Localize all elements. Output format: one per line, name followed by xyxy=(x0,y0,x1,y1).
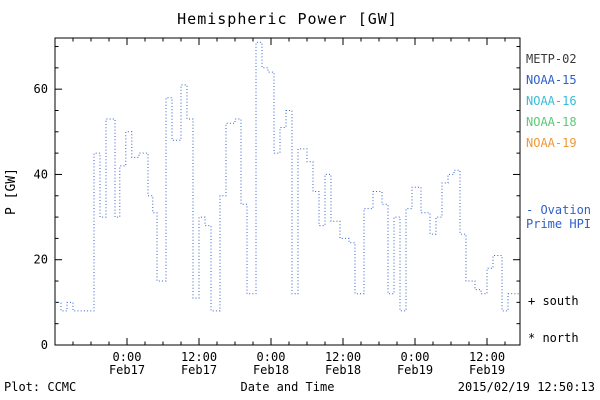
x-tick-date: Feb18 xyxy=(325,363,361,377)
y-tick-label: 0 xyxy=(41,338,48,352)
y-tick-label: 20 xyxy=(34,253,48,267)
x-tick-date: Feb17 xyxy=(109,363,145,377)
x-axis-label: Date and Time xyxy=(240,380,335,394)
x-tick-time: 0:00 xyxy=(257,350,286,364)
x-tick-date: Feb19 xyxy=(397,363,433,377)
timestamp: 2015/02/19 12:50:13 xyxy=(457,380,595,394)
plot-credit: Plot: CCMC xyxy=(4,380,77,394)
x-tick-date: Feb19 xyxy=(469,363,505,377)
satellite-legend: METP-02 NOAA-15 NOAA-16 NOAA-18 NOAA-19 xyxy=(526,49,577,154)
chart-title: Hemispheric Power [GW] xyxy=(177,10,398,28)
x-tick-date: Feb17 xyxy=(181,363,217,377)
y-axis-title: P [GW] xyxy=(4,168,19,215)
legend-item-noaa18: NOAA-18 xyxy=(526,115,577,129)
legend-north-marker: * north xyxy=(528,331,579,345)
y-tick-label: 40 xyxy=(34,167,48,181)
plot-frame xyxy=(54,37,521,346)
x-tick-time: 12:00 xyxy=(325,350,361,364)
hpi-step-line xyxy=(55,41,520,312)
x-tick-date: Feb18 xyxy=(253,363,289,377)
ovation-line1: - Ovation xyxy=(526,203,592,217)
legend-ovation-prime-hpi: - Ovation Prime HPI xyxy=(526,203,591,231)
y-axis: 0 20 40 60 P [GW] xyxy=(4,46,520,352)
legend-item-noaa19: NOAA-19 xyxy=(526,136,577,150)
x-tick-time: 12:00 xyxy=(469,350,505,364)
y-tick-label: 60 xyxy=(34,82,48,96)
legend-item-noaa16: NOAA-16 xyxy=(526,94,577,108)
legend-south-marker: + south xyxy=(528,294,579,308)
x-axis: 0:00Feb1712:00Feb170:00Feb1812:00Feb180:… xyxy=(72,38,506,377)
legend-item-noaa15: NOAA-15 xyxy=(526,73,577,87)
x-tick-time: 12:00 xyxy=(181,350,217,364)
hpi-series xyxy=(55,41,520,312)
legend-item-metp02: METP-02 xyxy=(526,52,577,66)
x-tick-time: 0:00 xyxy=(401,350,430,364)
ovation-line2: Prime HPI xyxy=(526,217,592,231)
x-tick-time: 0:00 xyxy=(113,350,142,364)
